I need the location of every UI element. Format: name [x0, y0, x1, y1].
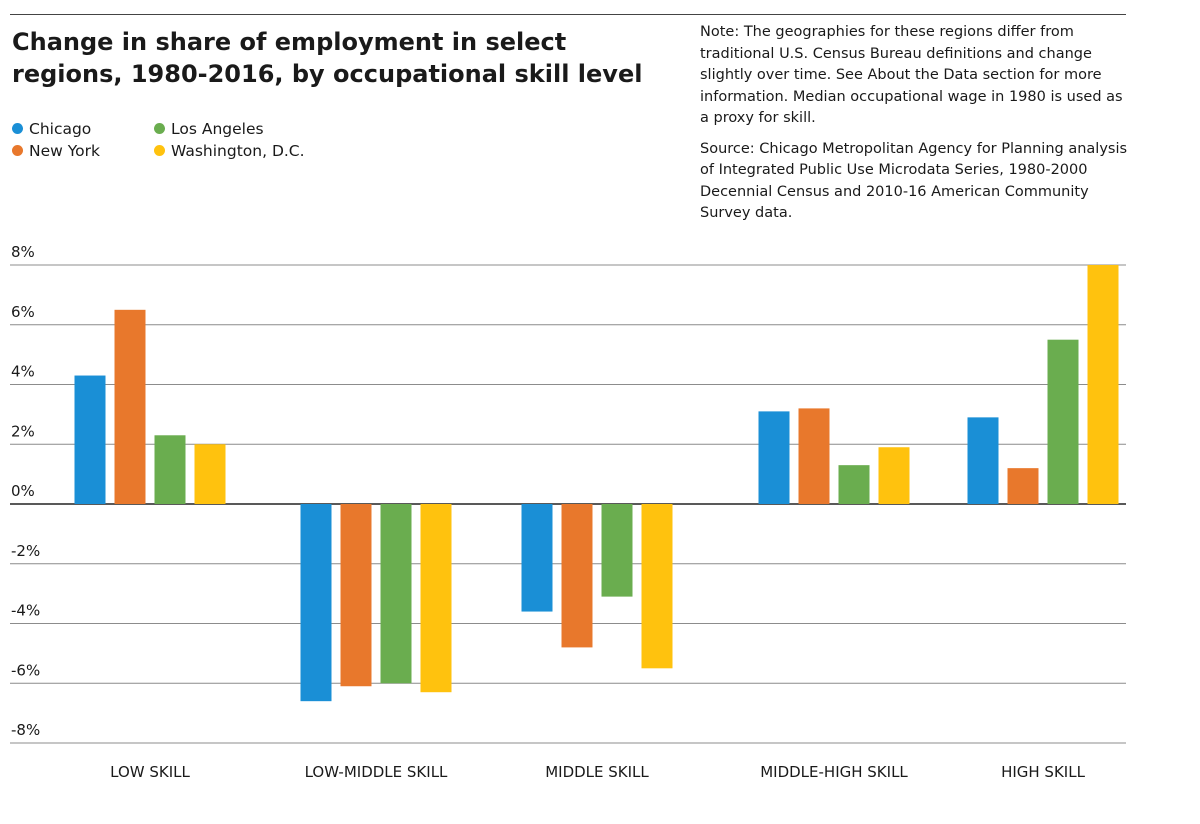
- bar-chicago: [300, 504, 332, 702]
- x-category-label: MIDDLE SKILL: [545, 763, 649, 781]
- bar-los-angeles: [154, 435, 186, 504]
- source-text: Source: Chicago Metropolitan Agency for …: [700, 140, 1128, 222]
- bar-los-angeles: [838, 465, 870, 504]
- x-category-label: HIGH SKILL: [1001, 763, 1086, 781]
- x-category-label: MIDDLE-HIGH SKILL: [760, 763, 908, 781]
- y-tick-label: -4%: [11, 602, 40, 620]
- y-tick-label: 6%: [11, 303, 35, 321]
- bars: [74, 265, 1119, 702]
- bar-washington-d-c: [641, 504, 673, 669]
- top-rule: [10, 14, 1126, 15]
- legend-label-washington-dc: Washington, D.C.: [171, 142, 305, 160]
- y-tick-label: 8%: [11, 243, 35, 261]
- legend-item-washington-dc: Washington, D.C.: [154, 140, 305, 162]
- bar-new-york: [114, 309, 146, 504]
- legend-label-chicago: Chicago: [29, 120, 92, 138]
- legend-swatch-chicago: [12, 123, 23, 134]
- legend-swatch-new-york: [12, 145, 23, 156]
- note-text: Note: The geographies for these regions …: [700, 24, 1123, 126]
- bar-new-york: [561, 504, 593, 648]
- bar-chicago: [967, 417, 999, 504]
- bar-washington-d-c: [878, 447, 910, 504]
- y-tick-label: -6%: [11, 661, 40, 679]
- legend-item-los-angeles: Los Angeles: [154, 118, 264, 140]
- legend-item-chicago: Chicago: [12, 118, 91, 140]
- legend-label-new-york: New York: [29, 142, 100, 160]
- bar-new-york: [1007, 468, 1039, 504]
- legend-label-los-angeles: Los Angeles: [171, 120, 264, 138]
- legend-item-new-york: New York: [12, 140, 100, 162]
- bar-washington-d-c: [1087, 265, 1119, 504]
- bar-new-york: [340, 504, 372, 687]
- y-tick-label: -2%: [11, 542, 40, 560]
- bar-new-york: [798, 408, 830, 504]
- bar-chicago: [758, 411, 790, 504]
- y-tick-label: 0%: [11, 482, 35, 500]
- x-category-label: LOW-MIDDLE SKILL: [305, 763, 448, 781]
- bar-chicago: [74, 375, 106, 504]
- legend: Chicago New York Los Angeles Washington,…: [12, 118, 392, 168]
- bar-chicago: [521, 504, 553, 612]
- bar-los-angeles: [380, 504, 412, 684]
- bar-washington-d-c: [194, 444, 226, 504]
- y-tick-label: -8%: [11, 721, 40, 739]
- chart-title: Change in share of employment in select …: [12, 28, 643, 88]
- legend-swatch-washington-dc: [154, 145, 165, 156]
- x-category-label: LOW SKILL: [110, 763, 190, 781]
- axis-labels: 8% 6% 4% 2% 0% -2% -4% -6% -8% LOW SKILL LOW-MIDDL…: [11, 243, 1086, 781]
- y-tick-label: 2%: [11, 422, 35, 440]
- notes-block: Note: The geographies for these regions …: [700, 22, 1130, 234]
- legend-swatch-los-angeles: [154, 123, 165, 134]
- y-tick-label: 4%: [11, 363, 35, 381]
- bar-los-angeles: [601, 504, 633, 597]
- bar-washington-d-c: [420, 504, 452, 693]
- bar-los-angeles: [1047, 339, 1079, 504]
